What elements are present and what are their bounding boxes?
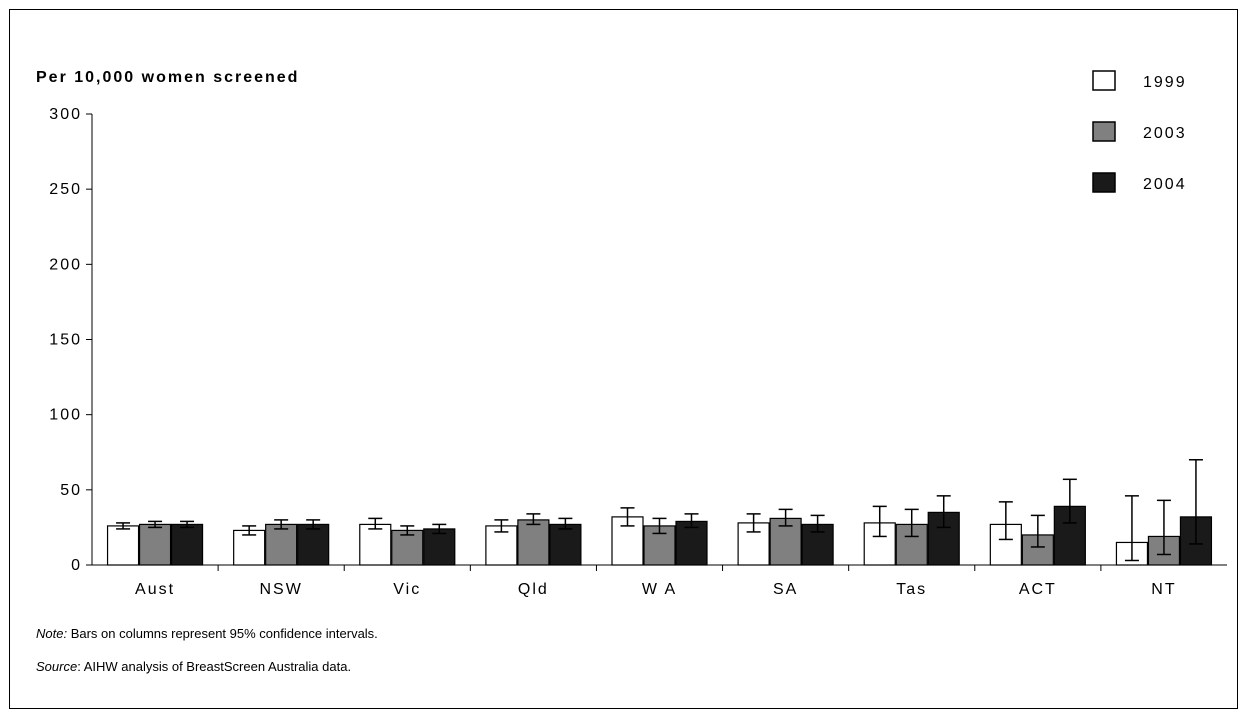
y-tick-label: 150 (49, 332, 82, 349)
x-tick-label: Tas (896, 581, 927, 598)
legend-label: 2003 (1143, 125, 1187, 142)
legend-swatch (1092, 172, 1116, 193)
y-tick-label: 250 (49, 181, 82, 198)
bar (611, 516, 644, 566)
x-tick-label: SA (773, 581, 798, 598)
y-tick-label: 0 (71, 557, 82, 574)
x-tick-label: Qld (518, 581, 549, 598)
bar (106, 525, 140, 566)
bar (517, 519, 550, 566)
note-line: Note: Bars on columns represent 95% conf… (36, 626, 378, 641)
source-text: : AIHW analysis of BreastScreen Australi… (77, 659, 352, 674)
y-tick-label: 200 (49, 256, 82, 273)
x-tick-label: NT (1151, 581, 1176, 598)
source-label: Source (36, 659, 78, 674)
bar (675, 520, 708, 566)
bars (106, 459, 1213, 566)
bar (423, 528, 456, 566)
bar (170, 523, 204, 566)
y-tick-label: 100 (49, 407, 82, 424)
note-text: Bars on columns represent 95% confidence… (67, 626, 378, 641)
legend-label: 2004 (1143, 176, 1187, 193)
bar (265, 523, 298, 566)
legend-swatch (1092, 121, 1116, 142)
x-tick-label: ACT (1019, 581, 1057, 598)
legend-label: 1999 (1143, 74, 1187, 91)
figure-frame (9, 9, 1238, 709)
x-tick-label: NSW (260, 581, 303, 598)
bar (359, 523, 392, 566)
y-tick-label: 50 (60, 482, 82, 499)
bar (297, 523, 330, 566)
source-line: Source: AIHW analysis of BreastScreen Au… (36, 659, 351, 674)
x-tick-label: Vic (393, 581, 421, 598)
x-tick-label: Aust (135, 581, 175, 598)
y-tick-label: 300 (49, 106, 82, 123)
legend-swatch (1092, 70, 1116, 91)
y-axis-title: Per 10,000 women screened (36, 69, 299, 86)
legend: 1999 2003 2004 (1092, 70, 1187, 193)
bar (549, 523, 582, 566)
note-label: Note: (36, 626, 68, 641)
bar (391, 529, 424, 566)
axes: 0 50 100 150 200 250 300 Aust NSW Vic Qld W A SA Tas A… (49, 106, 1227, 598)
x-tick-label: W A (642, 581, 677, 598)
bar (233, 529, 266, 566)
bar (138, 523, 172, 566)
